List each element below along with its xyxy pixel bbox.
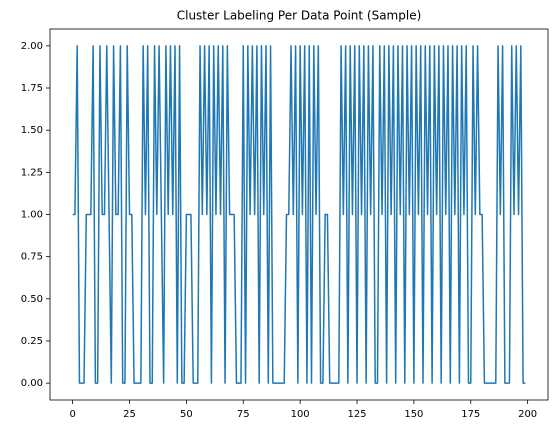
x-tick-label: 175: [461, 409, 480, 420]
x-tick-label: 200: [518, 409, 537, 420]
y-tick-label: 0.25: [21, 336, 43, 347]
x-tick-label: 100: [291, 409, 310, 420]
y-tick-label: 0.75: [21, 252, 43, 263]
y-tick-label: 1.75: [21, 83, 43, 94]
x-tick-label: 50: [180, 409, 193, 420]
y-tick-label: 0.50: [21, 294, 43, 305]
x-tick-label: 150: [404, 409, 423, 420]
y-tick-label: 1.50: [21, 125, 43, 136]
x-tick-label: 75: [237, 409, 250, 420]
y-tick-label: 2.00: [21, 41, 43, 52]
y-tick-label: 1.00: [21, 210, 43, 221]
x-tick-label: 25: [123, 409, 136, 420]
chart-title: Cluster Labeling Per Data Point (Sample): [177, 9, 422, 23]
x-tick-label: 125: [347, 409, 366, 420]
y-tick-label: 0.00: [21, 378, 43, 389]
x-tick-label: 0: [69, 409, 75, 420]
data-line: [72, 45, 526, 384]
y-tick-label: 1.25: [21, 167, 43, 178]
